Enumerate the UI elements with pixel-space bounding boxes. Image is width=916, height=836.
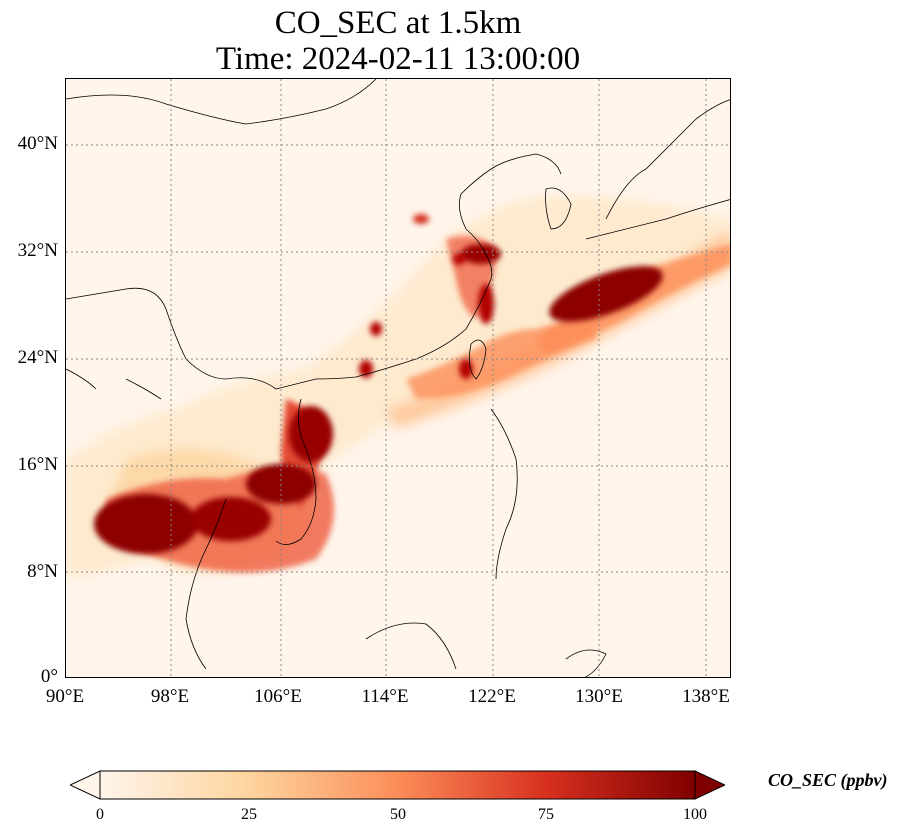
colorbar-tick-50: 50: [390, 806, 406, 823]
graticule: [66, 79, 730, 677]
lon-label-138e: 138°E: [682, 686, 730, 707]
map-subtitle-time: Time: 2024-02-11 13:00:00: [215, 41, 581, 77]
colorbar-gradient: [99, 770, 696, 800]
colorbar-max-extend: [694, 770, 725, 800]
lat-label-40n: 40°N: [17, 133, 58, 154]
lat-label-16n: 16°N: [17, 454, 58, 475]
map-canvas: [66, 79, 730, 677]
coastlines: [66, 79, 730, 677]
lon-label-130e: 130°E: [575, 686, 623, 707]
lon-label-122e: 122°E: [468, 686, 516, 707]
colorbar-tick-100: 100: [683, 806, 707, 823]
lon-label-114e: 114°E: [361, 686, 409, 707]
map-title: CO_SEC at 1.5km: [274, 5, 522, 41]
colorbar: [70, 770, 725, 800]
colorbar-tick-0: 0: [96, 806, 104, 823]
colorbar-tick-25: 25: [241, 806, 257, 823]
lat-label-8n: 8°N: [27, 561, 58, 582]
colorbar-tick-75: 75: [538, 806, 554, 823]
lon-label-98e: 98°E: [150, 686, 190, 707]
lat-label-24n: 24°N: [17, 347, 58, 368]
lat-label-0: 0°: [40, 666, 58, 687]
map-panel: [65, 78, 731, 678]
colorbar-min-extend: [70, 770, 101, 800]
lon-label-106e: 106°E: [254, 686, 302, 707]
lat-label-32n: 32°N: [17, 240, 58, 261]
colorbar-label: CO_SEC (ppbv): [768, 770, 888, 790]
lon-label-90e: 90°E: [45, 686, 85, 707]
